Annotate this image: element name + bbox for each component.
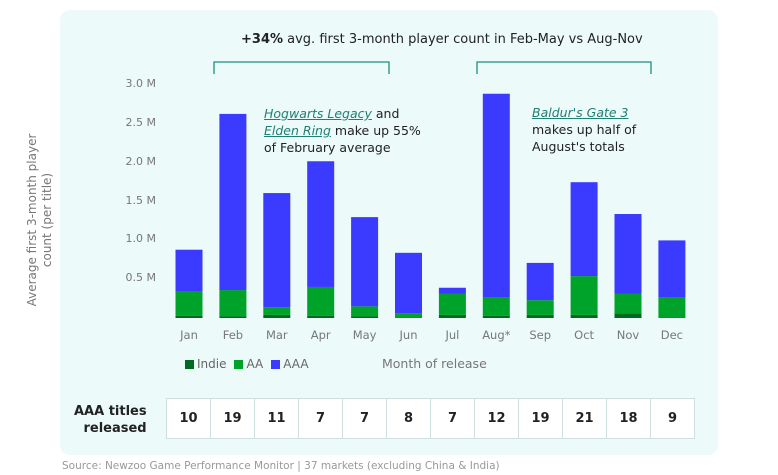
x-tick: Aug* [482, 328, 511, 342]
bar-indie-oct [570, 314, 598, 318]
bar-aa-jan [175, 291, 203, 316]
bar-indie-jul [438, 314, 466, 318]
x-tick: Apr [310, 328, 331, 342]
table-cell: 18 [607, 399, 651, 438]
table-cell: 9 [667, 411, 678, 426]
y-tick: 3.0 M [125, 77, 156, 91]
bar-aaa-jan [175, 249, 203, 292]
bar-aa-mar [263, 307, 291, 315]
bracket-left [213, 61, 390, 74]
table-cell: 21 [563, 399, 607, 438]
bar-aaa-nov [614, 214, 642, 294]
annotation-feb: Hogwarts Legacy and Elden Ring make up 5… [264, 106, 421, 155]
table-cell: 12 [475, 399, 519, 438]
bar-aaa-feb [219, 113, 247, 291]
bar-aa-nov [614, 293, 642, 314]
bar-aa-dec [658, 297, 686, 318]
bar-aa-may [351, 306, 379, 317]
bar-aaa-mar [263, 193, 291, 308]
bar-aa-aug [482, 297, 510, 316]
x-tick: Mar [265, 328, 288, 342]
y-axis-label: Average first 3-month player count (per … [25, 133, 54, 307]
x-tick: Oct [574, 328, 595, 342]
x-tick: Jun [399, 328, 418, 342]
bar-aaa-may [351, 217, 379, 307]
table-cell: 7 [343, 399, 387, 438]
bar-indie-apr [307, 315, 335, 318]
bar-aaa-aug [482, 93, 510, 298]
x-tick: Nov [616, 328, 640, 342]
legend: Indie AA AAA [185, 357, 309, 371]
y-tick: 2.0 M [125, 154, 156, 168]
table-cell: 7 [299, 399, 343, 438]
bar-aa-sep [526, 300, 554, 315]
bar-aaa-jun [395, 252, 422, 314]
bar-indie-sep [526, 314, 554, 318]
hogwarts-link[interactable]: Hogwarts Legacy [264, 106, 372, 121]
bar-indie-aug [482, 315, 510, 318]
bar-indie-feb [219, 316, 247, 318]
table-cell: 11 [255, 399, 299, 438]
bar-aaa-apr [307, 161, 335, 287]
x-tick: Dec [660, 328, 684, 342]
bar-aaa-dec [658, 240, 686, 298]
x-tick: Feb [222, 328, 244, 342]
bar-aaa-jul [438, 287, 466, 294]
bar-aa-jul [438, 293, 466, 315]
bar-aaa-sep [526, 262, 554, 301]
bar-indie-jun [395, 317, 422, 318]
x-tick: May [352, 328, 377, 342]
bar-aa-jun [395, 313, 422, 318]
table-cell: 8 [387, 399, 431, 438]
bar-indie-may [351, 316, 379, 318]
table-cell: 10 [167, 399, 211, 438]
y-tick: 0.5 M [125, 271, 156, 285]
bar-indie-jan [175, 315, 203, 318]
bar-aaa-oct [570, 182, 598, 277]
bar-indie-dec [658, 317, 686, 318]
table-label: AAA titles released [74, 404, 147, 436]
baldurs-gate-link[interactable]: Baldur's Gate 3 [532, 105, 629, 120]
x-axis-label: Month of release [382, 356, 487, 371]
elden-ring-link[interactable]: Elden Ring [264, 123, 331, 138]
bracket-right [476, 61, 652, 74]
x-tick: Jul [445, 328, 460, 342]
bar-aa-oct [570, 276, 598, 315]
table-cell: 19 [519, 399, 563, 438]
legend-indie: Indie [185, 357, 226, 371]
annotation-aug: Baldur's Gate 3 makes up half of August'… [532, 105, 637, 154]
aaa-titles-table: 10 19 11 7 7 8 7 12 19 21 18 9 [166, 398, 695, 439]
legend-aa: AA [234, 357, 263, 371]
x-tick: Sep [529, 328, 552, 342]
x-tick: Jan [180, 328, 198, 342]
table-cell: 19 [211, 399, 255, 438]
y-tick: 2.5 M [125, 116, 156, 129]
table-cell: 7 [431, 399, 475, 438]
headline: +34% avg. first 3-month player count in … [241, 32, 643, 47]
bar-indie-nov [614, 313, 642, 318]
bar-aa-feb [219, 290, 247, 317]
bar-aa-apr [307, 286, 335, 316]
legend-aaa: AAA [271, 357, 309, 371]
y-tick: 1.0 M [125, 232, 156, 246]
bar-indie-mar [263, 314, 291, 318]
source-note: Source: Newzoo Game Performance Monitor … [62, 460, 500, 472]
chart-card [60, 10, 718, 455]
y-tick: 1.5 M [125, 193, 156, 207]
